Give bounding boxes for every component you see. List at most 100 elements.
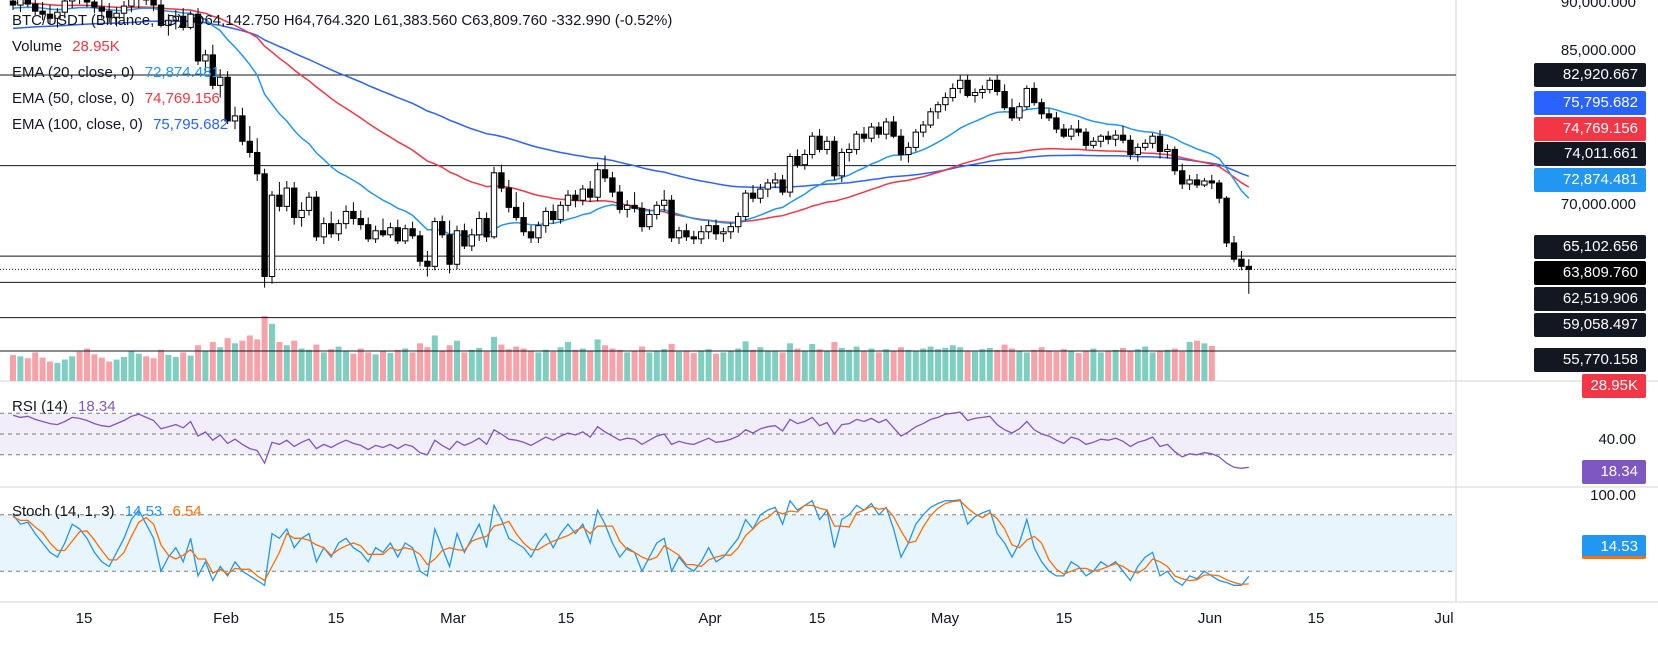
candle-body	[971, 91, 979, 97]
candle-body	[801, 154, 808, 166]
time-label-jan15: 15	[75, 610, 93, 627]
candle-body	[379, 230, 387, 236]
time-label-may15: 15	[1055, 610, 1073, 627]
candle-body	[994, 79, 1001, 92]
volume-bar	[298, 348, 305, 381]
rsi-line	[12, 411, 1249, 469]
volume-bar	[890, 350, 897, 381]
candle-body	[461, 230, 468, 247]
candle-body	[91, 1, 98, 8]
ohlc-readout: O64,142.750 H64,764.320 L61,383.560 C63,…	[192, 12, 673, 29]
symbol-legend[interactable]: BTC/USDT (Binance, 1D) O64,142.750 H64,7…	[12, 12, 678, 29]
candle-body	[572, 194, 579, 201]
volume-bar	[942, 347, 949, 381]
volume-bar	[898, 347, 904, 381]
candle-body	[69, 0, 76, 2]
candle-body	[557, 204, 564, 221]
candle-body	[1068, 128, 1075, 137]
rsi-legend[interactable]: RSI (14) 18.34	[12, 398, 122, 415]
candle-body	[661, 199, 668, 206]
candle-body	[24, 0, 32, 5]
candle-body	[1186, 179, 1193, 185]
volume-bar	[69, 356, 76, 381]
stoch-legend[interactable]: Stoch (14, 1, 3) 14.53 6.54	[12, 503, 208, 520]
volume-bar	[949, 345, 956, 381]
ema20-legend[interactable]: EMA (20, close, 0) 72,874.481	[12, 64, 226, 81]
volume-bar	[639, 346, 645, 381]
candle-body	[1127, 139, 1134, 156]
volume-bar	[91, 354, 98, 381]
candle-body	[705, 225, 712, 233]
volume-bar	[535, 352, 542, 381]
candle-body	[749, 192, 757, 199]
volume-bar	[335, 346, 342, 381]
volume-bar	[705, 349, 712, 381]
candle-body	[609, 177, 616, 193]
volume-bar	[143, 356, 150, 381]
candle-body	[1090, 140, 1097, 146]
volume-bar	[683, 350, 690, 381]
volume-bar	[616, 349, 623, 381]
volume-bar	[505, 349, 512, 381]
volume-bar	[113, 359, 120, 381]
last-price-tag: 63,809.760	[1534, 261, 1646, 285]
volume-bar	[579, 348, 586, 381]
candle-body	[1023, 87, 1030, 108]
volume-bar	[424, 347, 431, 381]
volume-bar	[690, 353, 697, 381]
candle-body	[1179, 170, 1186, 185]
candle-body	[1208, 180, 1215, 184]
volume-bar	[1112, 349, 1119, 381]
candle-body	[853, 133, 860, 150]
level-tag-62519: 62,519.906	[1534, 287, 1646, 311]
ema100-label: EMA (100, close, 0)	[12, 116, 143, 133]
volume-bar	[764, 350, 771, 381]
stoch-k-value: 14.53	[124, 503, 163, 520]
rsi-value: 18.34	[78, 398, 116, 415]
volume-bar	[476, 347, 483, 381]
volume-bar	[846, 349, 853, 381]
candle-body	[106, 10, 113, 18]
ema50-legend[interactable]: EMA (50, close, 0) 74,769.156	[12, 90, 226, 107]
volume-bar	[357, 348, 364, 381]
volume-bar	[61, 359, 68, 381]
volume-bar	[54, 362, 61, 381]
volume-legend[interactable]: Volume 28.95K	[12, 38, 126, 55]
candle-body	[98, 6, 105, 12]
time-label-mar: Mar	[440, 610, 466, 627]
time-label-feb15: 15	[327, 610, 345, 627]
candle-body	[816, 135, 823, 150]
ema100-legend[interactable]: EMA (100, close, 0) 75,795.682	[12, 116, 234, 133]
candle-body	[1245, 265, 1252, 270]
volume-bar	[276, 342, 283, 381]
candle-body	[402, 228, 409, 242]
volume-bar	[394, 349, 401, 381]
volume-bar	[417, 343, 423, 381]
candle-body	[1119, 134, 1127, 141]
candle-body	[54, 11, 61, 19]
candle-body	[298, 209, 305, 219]
volume-bar	[172, 356, 179, 381]
candle-body	[468, 234, 476, 247]
candle-body	[631, 204, 638, 209]
candle-body	[394, 227, 402, 242]
candle-body	[498, 172, 505, 189]
candle-body	[1216, 182, 1223, 199]
volume-bar	[1179, 351, 1186, 381]
stoch-k-line	[12, 499, 1250, 587]
candle-body	[387, 227, 394, 236]
time-label-jul: Jul	[1434, 610, 1454, 627]
volume-bar	[912, 351, 919, 381]
volume-bar	[246, 335, 253, 381]
volume-bar	[831, 342, 838, 381]
volume-bar	[1075, 353, 1082, 381]
candle-body	[446, 234, 453, 265]
volume-bar	[306, 349, 312, 381]
level-tag-82920: 82,920.667	[1534, 63, 1646, 87]
candle-body	[949, 87, 956, 99]
volume-bar	[713, 353, 719, 381]
candle-body	[712, 225, 720, 235]
candle-body	[505, 187, 513, 208]
candle-body	[927, 111, 934, 126]
